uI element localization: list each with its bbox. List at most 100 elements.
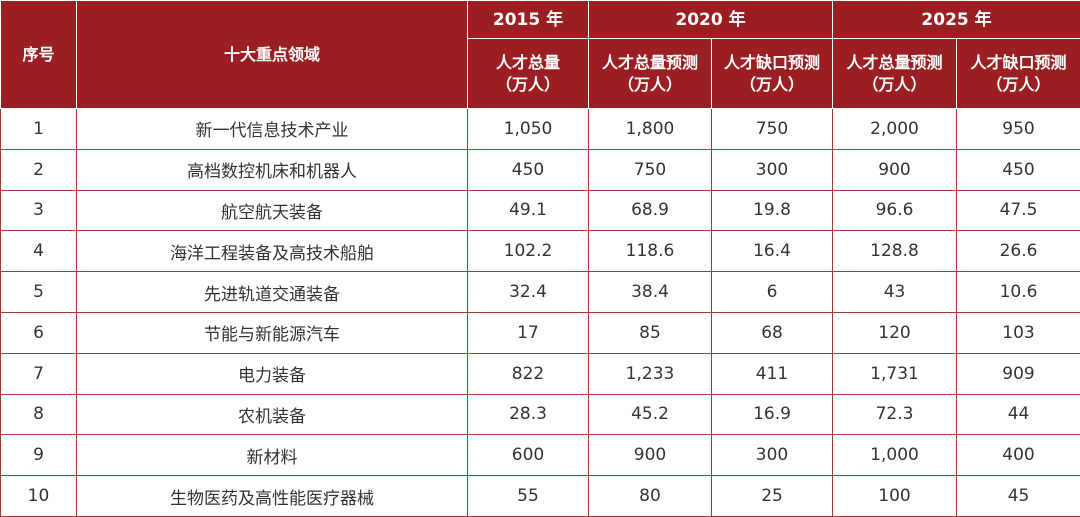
header-metric-label: 人才总量 [468,52,588,74]
cell-2015-total: 1,050 [468,109,589,150]
cell-2020-total: 85 [589,312,712,353]
cell-2015-total: 49.1 [468,190,589,231]
cell-index: 9 [1,435,77,476]
cell-2020-total: 38.4 [589,272,712,313]
header-unit-label: （万人） [957,74,1080,96]
cell-2015-total: 600 [468,435,589,476]
header-index: 序号 [1,1,77,109]
cell-2025-gap: 450 [957,149,1080,190]
cell-field: 高档数控机床和机器人 [77,149,468,190]
cell-2025-gap: 400 [957,435,1080,476]
cell-2020-gap: 16.9 [712,394,833,435]
table-row: 4 海洋工程装备及高技术船舶 102.2 118.6 16.4 128.8 26… [1,231,1080,272]
cell-2025-gap: 103 [957,312,1080,353]
cell-2020-total: 750 [589,149,712,190]
cell-field: 电力装备 [77,353,468,394]
cell-2020-total: 45.2 [589,394,712,435]
table-row: 8 农机装备 28.3 45.2 16.9 72.3 44 [1,394,1080,435]
cell-index: 1 [1,109,77,150]
header-year-2015: 2015 年 [468,1,589,39]
cell-index: 5 [1,272,77,313]
cell-2020-total: 1,800 [589,109,712,150]
header-metric-label: 人才缺口预测 [957,52,1080,74]
cell-2025-total: 96.6 [833,190,957,231]
cell-2025-total: 900 [833,149,957,190]
header-year-2020: 2020 年 [589,1,833,39]
cell-2015-total: 450 [468,149,589,190]
cell-index: 7 [1,353,77,394]
table-row: 9 新材料 600 900 300 1,000 400 [1,435,1080,476]
cell-field: 海洋工程装备及高技术船舶 [77,231,468,272]
header-2025-gap-forecast: 人才缺口预测 （万人） [957,39,1080,109]
header-row-years: 序号 十大重点领域 2015 年 2020 年 2025 年 [1,1,1080,39]
cell-2025-total: 1,731 [833,353,957,394]
cell-2020-total: 1,233 [589,353,712,394]
cell-2025-total: 72.3 [833,394,957,435]
header-year-2025: 2025 年 [833,1,1080,39]
cell-2015-total: 822 [468,353,589,394]
cell-field: 航空航天装备 [77,190,468,231]
cell-2020-gap: 411 [712,353,833,394]
cell-2015-total: 28.3 [468,394,589,435]
cell-2025-total: 100 [833,476,957,517]
cell-field: 生物医药及高性能医疗器械 [77,476,468,517]
cell-2025-gap: 47.5 [957,190,1080,231]
table-row: 6 节能与新能源汽车 17 85 68 120 103 [1,312,1080,353]
cell-field: 农机装备 [77,394,468,435]
cell-2025-total: 120 [833,312,957,353]
cell-field: 先进轨道交通装备 [77,272,468,313]
cell-field: 新材料 [77,435,468,476]
header-unit-label: （万人） [468,74,588,96]
header-metric-label: 人才总量预测 [589,52,711,74]
cell-2020-gap: 25 [712,476,833,517]
cell-2020-gap: 300 [712,149,833,190]
header-2025-total-forecast: 人才总量预测 （万人） [833,39,957,109]
header-unit-label: （万人） [712,74,832,96]
cell-index: 8 [1,394,77,435]
table-row: 2 高档数控机床和机器人 450 750 300 900 450 [1,149,1080,190]
table-row: 7 电力装备 822 1,233 411 1,731 909 [1,353,1080,394]
cell-2025-gap: 10.6 [957,272,1080,313]
table-row: 5 先进轨道交通装备 32.4 38.4 6 43 10.6 [1,272,1080,313]
cell-2025-gap: 44 [957,394,1080,435]
header-metric-label: 人才缺口预测 [712,52,832,74]
cell-index: 3 [1,190,77,231]
cell-2015-total: 55 [468,476,589,517]
cell-2020-gap: 6 [712,272,833,313]
cell-2015-total: 102.2 [468,231,589,272]
header-unit-label: （万人） [589,74,711,96]
cell-2025-total: 43 [833,272,957,313]
header-field: 十大重点领域 [77,1,468,109]
cell-2020-gap: 750 [712,109,833,150]
cell-index: 2 [1,149,77,190]
cell-2020-total: 80 [589,476,712,517]
cell-2025-gap: 950 [957,109,1080,150]
cell-index: 10 [1,476,77,517]
cell-index: 6 [1,312,77,353]
cell-field: 新一代信息技术产业 [77,109,468,150]
cell-2020-gap: 300 [712,435,833,476]
cell-2020-gap: 68 [712,312,833,353]
header-2015-total: 人才总量 （万人） [468,39,589,109]
cell-2020-total: 68.9 [589,190,712,231]
cell-2020-gap: 19.8 [712,190,833,231]
header-2020-total-forecast: 人才总量预测 （万人） [589,39,712,109]
cell-2020-total: 118.6 [589,231,712,272]
header-2020-gap-forecast: 人才缺口预测 （万人） [712,39,833,109]
table-row: 10 生物医药及高性能医疗器械 55 80 25 100 45 [1,476,1080,517]
cell-2015-total: 32.4 [468,272,589,313]
cell-2025-total: 128.8 [833,231,957,272]
cell-2025-total: 1,000 [833,435,957,476]
cell-2025-gap: 45 [957,476,1080,517]
header-metric-label: 人才总量预测 [833,52,956,74]
cell-field: 节能与新能源汽车 [77,312,468,353]
table-row: 3 航空航天装备 49.1 68.9 19.8 96.6 47.5 [1,190,1080,231]
cell-2020-gap: 16.4 [712,231,833,272]
cell-2020-total: 900 [589,435,712,476]
cell-2025-total: 2,000 [833,109,957,150]
cell-2015-total: 17 [468,312,589,353]
header-unit-label: （万人） [833,74,956,96]
cell-index: 4 [1,231,77,272]
cell-2025-gap: 26.6 [957,231,1080,272]
